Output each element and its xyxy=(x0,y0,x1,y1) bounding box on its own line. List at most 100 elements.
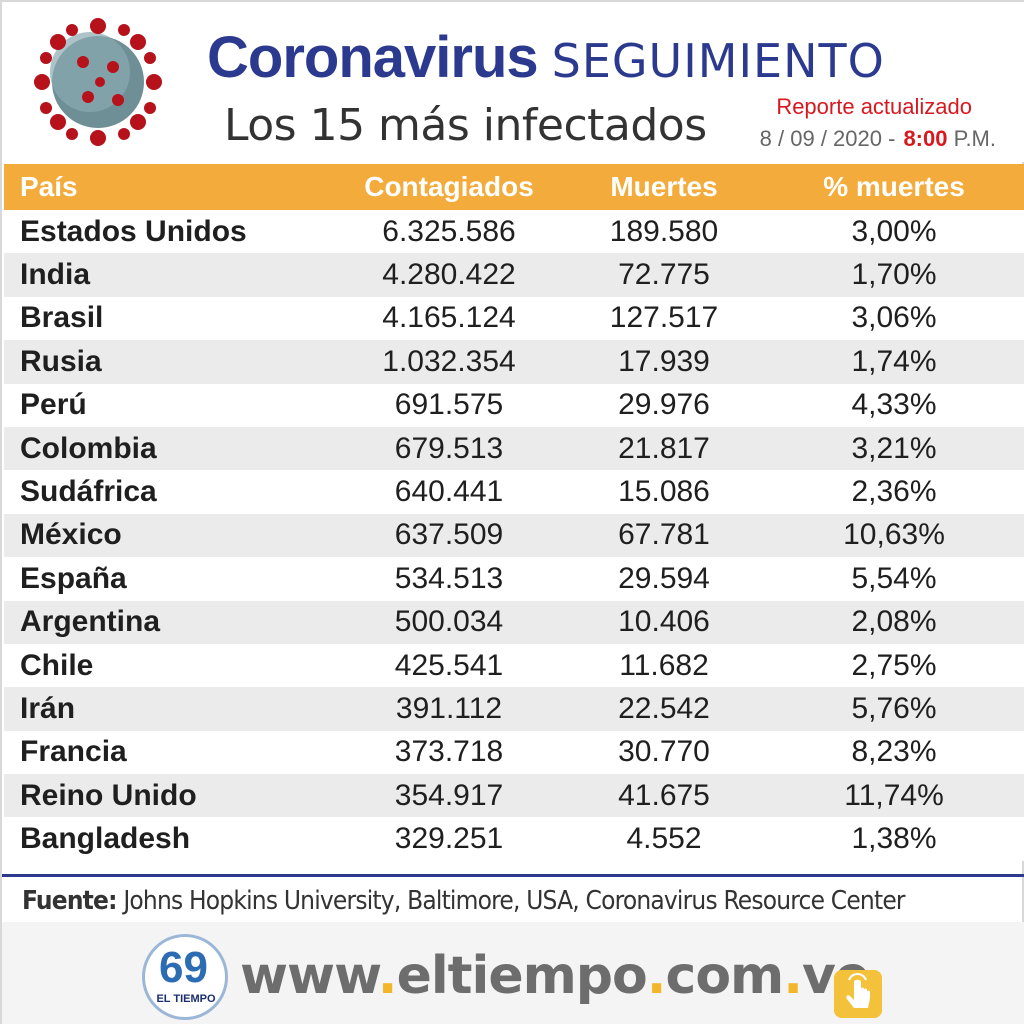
el-tiempo-logo: 69 EL TIEMPO xyxy=(142,934,228,1020)
source-note: Fuente: Johns Hopkins University, Baltim… xyxy=(22,886,906,916)
logo-text: EL TIEMPO xyxy=(156,993,216,1005)
death-rate-cell: 2,36% xyxy=(851,475,937,509)
country-cell: Irán xyxy=(20,691,76,725)
deaths-cell: 67.781 xyxy=(618,518,710,552)
death-rate-cell: 1,74% xyxy=(851,344,937,378)
death-rate-cell: 8,23% xyxy=(851,735,937,769)
column-header-death-rate: % muertes xyxy=(823,171,965,202)
infected-cell: 6.325.586 xyxy=(382,214,516,248)
title-light: SEGUIMIENTO xyxy=(551,34,885,88)
page-title: Coronavirus SEGUIMIENTO xyxy=(207,24,885,91)
footer: 69 EL TIEMPO www.eltiempo.com.ve xyxy=(2,922,1024,1024)
header: Coronavirus SEGUIMIENTO Los 15 más infect… xyxy=(2,2,1024,162)
report-label: Reporte actualizado xyxy=(776,94,972,119)
death-rate-cell: 10,63% xyxy=(843,518,945,552)
infected-cell: 637.509 xyxy=(394,518,504,552)
url-part: com xyxy=(665,946,785,1006)
url-part: www xyxy=(240,946,379,1006)
deaths-cell: 21.817 xyxy=(618,431,710,465)
country-cell: Sudáfrica xyxy=(20,475,157,509)
report-datetime: 8 / 09 / 2020 - 8:00 P.M. xyxy=(760,126,996,152)
table-row: Chile 425.541 11.682 2,75% xyxy=(4,643,1024,688)
infected-cell: 329.251 xyxy=(394,822,504,856)
country-cell: Reino Unido xyxy=(20,778,197,812)
infected-cell: 391.112 xyxy=(395,691,503,725)
death-rate-cell: 4,33% xyxy=(851,388,937,422)
deaths-cell: 189.580 xyxy=(609,214,719,248)
infected-cell: 354.917 xyxy=(394,778,504,812)
death-rate-cell: 3,06% xyxy=(851,301,937,335)
infected-cell: 1.032.354 xyxy=(382,344,516,378)
divider xyxy=(2,874,1024,877)
source-label: Fuente: xyxy=(22,886,117,916)
country-cell: Brasil xyxy=(20,301,104,335)
death-rate-cell: 2,75% xyxy=(851,648,937,682)
deaths-cell: 30.770 xyxy=(618,735,710,769)
infected-cell: 373.718 xyxy=(394,735,504,769)
column-header-infected: Contagiados xyxy=(364,171,534,202)
table-row: Colombia 679.513 21.817 3,21% xyxy=(4,426,1024,471)
deaths-cell: 29.594 xyxy=(618,561,710,595)
table-body: Estados Unidos 6.325.586 189.580 3,00% India… xyxy=(4,210,1024,861)
country-cell: Rusia xyxy=(20,344,102,378)
death-rate-cell: 3,00% xyxy=(851,214,937,248)
url-dot: . xyxy=(646,946,667,1006)
table-row: Francia 373.718 30.770 8,23% xyxy=(4,730,1024,775)
country-cell: Chile xyxy=(20,648,94,682)
infected-cell: 500.034 xyxy=(394,605,504,639)
table-header: País Contagiados Muertes % muertes xyxy=(4,164,1024,210)
deaths-cell: 15.086 xyxy=(618,475,710,509)
table-row: Rusia 1.032.354 17.939 1,74% xyxy=(4,340,1024,384)
url-dot: . xyxy=(377,946,398,1006)
infected-cell: 679.513 xyxy=(394,431,504,465)
table-row: Perú 691.575 29.976 4,33% xyxy=(4,383,1024,427)
column-header-country: País xyxy=(20,171,78,202)
infected-cell: 534.513 xyxy=(394,561,504,595)
report-time: 8:00 xyxy=(903,126,948,151)
infected-cell: 4.280.422 xyxy=(382,258,516,292)
country-cell: Bangladesh xyxy=(20,822,191,856)
deaths-cell: 72.775 xyxy=(618,258,710,292)
table-row: Argentina 500.034 10.406 2,08% xyxy=(4,600,1024,644)
table-row: Bangladesh 329.251 4.552 1,38% xyxy=(4,817,1024,861)
source-text: Johns Hopkins University, Baltimore, USA… xyxy=(123,886,905,916)
url-dot: . xyxy=(783,946,803,1006)
website-link[interactable]: www.eltiempo.com.ve xyxy=(240,946,870,1006)
infected-cell: 425.541 xyxy=(394,648,504,682)
title-bold: Coronavirus xyxy=(207,25,539,90)
country-cell: México xyxy=(20,518,122,552)
deaths-cell: 127.517 xyxy=(609,301,719,335)
table-row: México 637.509 67.781 10,63% xyxy=(4,513,1024,558)
death-rate-cell: 2,08% xyxy=(851,605,937,639)
table-row: India 4.280.422 72.775 1,70% xyxy=(4,253,1024,297)
death-rate-cell: 3,21% xyxy=(851,431,937,465)
table-row: Estados Unidos 6.325.586 189.580 3,00% xyxy=(4,210,1024,254)
deaths-cell: 10.406 xyxy=(618,605,710,639)
table-row: Irán 391.112 22.542 5,76% xyxy=(4,687,1024,731)
column-header-deaths: Muertes xyxy=(610,171,718,202)
death-rate-cell: 5,54% xyxy=(851,561,937,595)
death-rate-cell: 1,70% xyxy=(851,258,937,292)
table-row: Brasil 4.165.124 127.517 3,06% xyxy=(4,296,1024,341)
country-cell: India xyxy=(20,258,91,292)
infection-table: País Contagiados Muertes % muertes Estad… xyxy=(4,164,1024,861)
deaths-cell: 17.939 xyxy=(618,344,710,378)
deaths-cell: 22.542 xyxy=(618,691,710,725)
table-row: España 534.513 29.594 5,54% xyxy=(4,557,1024,601)
page-subtitle: Los 15 más infectados xyxy=(224,100,707,151)
deaths-cell: 4.552 xyxy=(626,822,702,856)
coronavirus-icon xyxy=(34,18,162,146)
deaths-cell: 41.675 xyxy=(618,778,710,812)
hand-pointer-icon[interactable] xyxy=(834,970,882,1018)
infected-cell: 640.441 xyxy=(394,475,504,509)
country-cell: Colombia xyxy=(20,431,157,465)
death-rate-cell: 1,38% xyxy=(851,822,937,856)
logo-number: 69 xyxy=(159,943,208,992)
country-cell: España xyxy=(20,561,127,595)
url-part: eltiempo xyxy=(396,946,648,1006)
country-cell: Perú xyxy=(20,388,87,422)
country-cell: Francia xyxy=(20,735,127,769)
infected-cell: 691.575 xyxy=(394,388,504,422)
death-rate-cell: 5,76% xyxy=(851,691,937,725)
